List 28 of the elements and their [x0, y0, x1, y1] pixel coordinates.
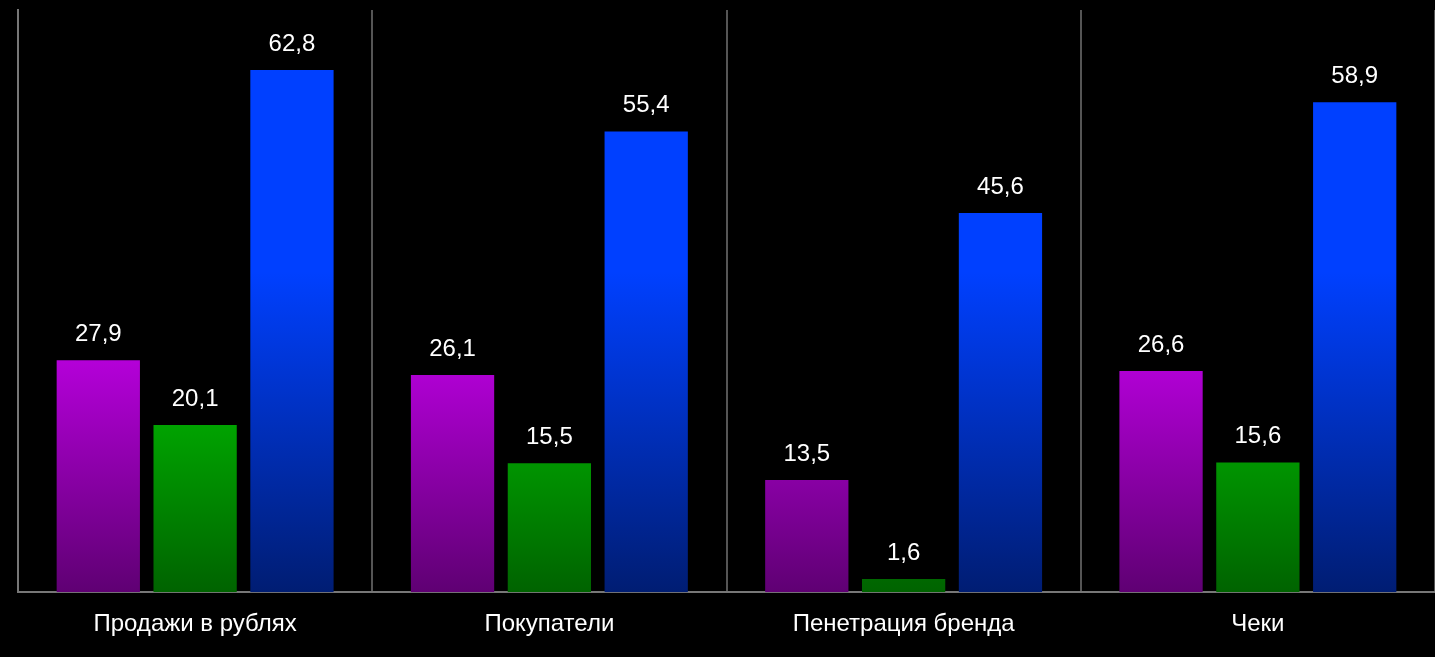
x-tick-label: Покупатели	[484, 609, 615, 637]
bar	[1119, 370, 1203, 593]
data-label: 15,6	[1234, 421, 1282, 449]
bar	[604, 131, 688, 593]
data-label: 26,6	[1137, 329, 1185, 357]
bar	[1216, 462, 1300, 593]
bar	[153, 425, 237, 593]
bar	[507, 463, 592, 593]
bar	[1313, 102, 1397, 593]
x-tick-label: Продажи в рублях	[93, 609, 297, 637]
data-label: 13,5	[783, 438, 831, 466]
bar	[958, 212, 1043, 593]
data-label: 58,9	[1331, 60, 1379, 88]
x-tick-label: Пенетрация бренда	[792, 609, 1016, 637]
bar	[250, 69, 334, 593]
bar	[765, 479, 849, 593]
data-label: 15,5	[526, 421, 573, 449]
bar	[861, 578, 946, 593]
data-label: 45,6	[977, 171, 1024, 199]
bar	[56, 360, 140, 593]
data-label: 62,8	[268, 28, 316, 56]
data-label: 1,6	[886, 537, 921, 565]
data-label: 27,9	[74, 318, 122, 346]
data-label: 20,1	[171, 383, 219, 411]
x-tick-label: Чеки	[1231, 609, 1285, 637]
bar	[410, 375, 495, 593]
data-label: 55,4	[622, 90, 670, 118]
data-label: 26,1	[429, 333, 476, 361]
